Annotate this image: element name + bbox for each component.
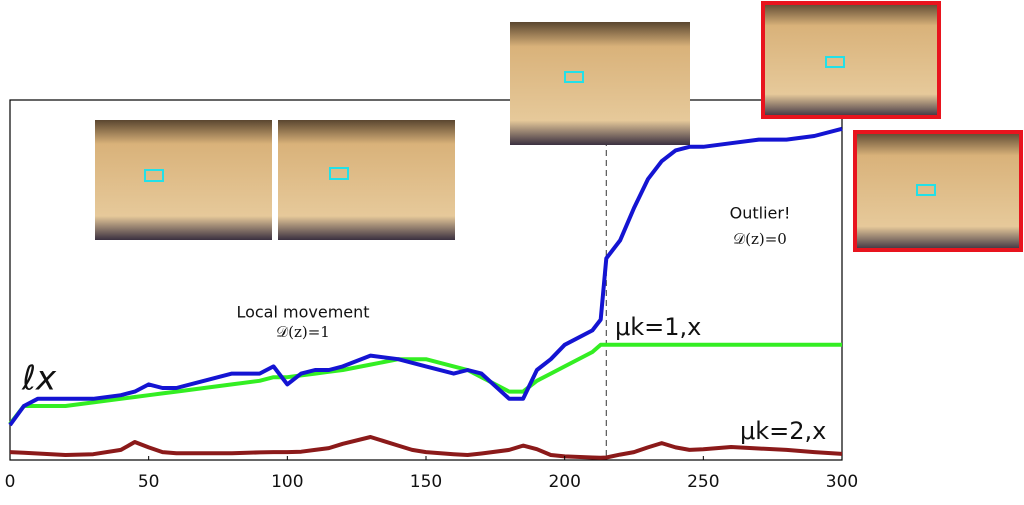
x-tick-label: 250	[687, 472, 719, 492]
series-label: μk=2,x	[740, 417, 826, 445]
series-line	[10, 437, 842, 458]
series-line	[10, 345, 842, 424]
outlier-thumbnail	[763, 3, 939, 117]
x-tick-label: 300	[826, 472, 858, 492]
annotation: 𝒟(z)=0	[733, 230, 787, 248]
thumbnails	[95, 3, 1021, 250]
annotation: Outlier!	[730, 204, 791, 223]
frame-thumbnail	[278, 120, 455, 240]
outlier-thumbnail	[855, 132, 1021, 250]
x-tick-label: 50	[138, 472, 160, 492]
x-tick-label: 200	[548, 472, 580, 492]
x-tick-label: 0	[5, 472, 16, 492]
annotation: Local movement	[236, 303, 369, 322]
frame-thumbnail	[95, 120, 272, 240]
chart: 0 50 100 150 200 250 300 ℓx μk=1,x μk=2,x Local mo…	[0, 0, 1024, 501]
series-label: ℓx	[21, 359, 57, 399]
frame-thumbnail	[510, 22, 690, 145]
annotation: 𝒟(z)=1	[276, 323, 330, 341]
x-tick-label: 150	[410, 472, 442, 492]
x-tick-label: 100	[271, 472, 303, 492]
series-label: μk=1,x	[615, 313, 701, 341]
